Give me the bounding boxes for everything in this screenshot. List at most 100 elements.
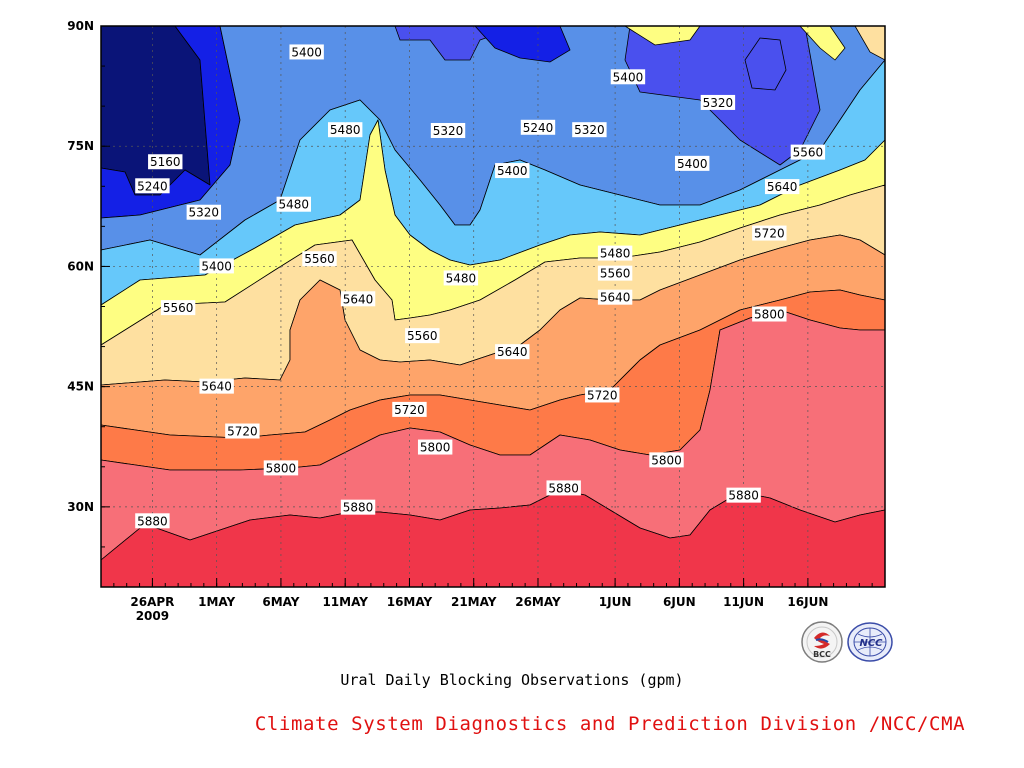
x-tick-label-10: 16JUN <box>787 595 828 609</box>
contour-label-6: 5720 <box>225 423 260 439</box>
contour-label-text: 5320 <box>574 123 605 137</box>
contour-label-box <box>289 44 324 60</box>
x-tick-label-4: 16MAY <box>387 595 433 609</box>
contour-label-text: 5640 <box>343 292 374 306</box>
contour-label-box <box>675 155 710 171</box>
contour-label-box <box>790 144 826 160</box>
contour-label-box <box>700 94 736 110</box>
contour-label-box <box>340 291 376 307</box>
contour-label-25: 5400 <box>610 69 646 85</box>
contour-label-box <box>263 460 299 476</box>
contour-label-7: 5800 <box>263 460 299 476</box>
contour-label-text: 5880 <box>137 514 168 528</box>
contour-label-8: 5880 <box>135 513 170 529</box>
contour-label-21: 5560 <box>405 328 440 344</box>
contour-label-text: 5720 <box>754 227 785 241</box>
contour-labels: 5160 5240 5320 5400 5560 5640 5720 5800 5880 5400… <box>135 44 826 529</box>
contour-label-text: 5400 <box>291 45 322 59</box>
contour-label-22: 5640 <box>495 344 530 360</box>
contour-label-36: 5800 <box>752 306 787 322</box>
contour-label-box <box>546 480 581 496</box>
contour-label-box <box>752 306 787 322</box>
contour-label-box <box>597 265 633 281</box>
contour-label-9: 5400 <box>289 44 324 60</box>
contour-label-31: 5320 <box>700 94 736 110</box>
plot-frame <box>100 25 886 588</box>
contour-label-box <box>148 154 183 170</box>
contour-label-box <box>752 225 787 241</box>
contour-label-26: 5480 <box>597 245 633 261</box>
contour-label-37: 5880 <box>726 487 761 503</box>
x-tick-label-0: 26APR <box>130 595 174 609</box>
contour-label-text: 5800 <box>651 453 682 467</box>
contour-label-text: 5320 <box>703 96 734 110</box>
x-tick-label-6: 26MAY <box>515 595 561 609</box>
contour-label-text: 5720 <box>587 388 618 402</box>
contour-label-box <box>585 387 620 403</box>
contour-label-box <box>199 378 234 394</box>
contour-label-23: 5800 <box>417 439 453 455</box>
contour-label-17: 5240 <box>520 119 556 135</box>
contour-label-text: 5400 <box>677 157 708 171</box>
contour-label-11: 5480 <box>276 196 311 212</box>
contour-label-28: 5640 <box>597 289 633 305</box>
contour-label-0: 5160 <box>148 154 183 170</box>
contour-label-text: 5320 <box>189 206 220 220</box>
y-tick-label-3: 75N <box>67 139 94 153</box>
contour-label-box <box>199 258 234 274</box>
ncc-logo-text: NCC <box>859 638 883 649</box>
contour-label-text: 5560 <box>600 267 631 281</box>
contour-label-text: 5880 <box>343 501 374 515</box>
contour-label-box <box>495 344 530 360</box>
y-tick-label-2: 60N <box>67 259 94 273</box>
contour-label-13: 5640 <box>340 291 376 307</box>
closed-low-5320 <box>744 37 787 91</box>
bcc-logo-text: BCC <box>813 650 831 659</box>
contour-label-text: 5560 <box>793 146 824 160</box>
ncc-logo: NCC <box>846 620 894 664</box>
contour-label-text: 5720 <box>227 425 258 439</box>
contour-label-text: 5480 <box>279 198 310 212</box>
contour-label-box <box>405 328 440 344</box>
contour-label-box <box>276 196 311 212</box>
contour-label-text: 5400 <box>613 70 644 84</box>
y-tick-label-4: 90N <box>67 19 94 33</box>
contour-label-box <box>340 499 376 515</box>
contour-label-32: 5400 <box>675 155 710 171</box>
contour-label-3: 5400 <box>199 258 234 274</box>
contour-label-text: 5800 <box>266 461 297 475</box>
contour-label-text: 5240 <box>523 121 554 135</box>
contour-label-box <box>726 487 761 503</box>
contour-label-30: 5800 <box>649 452 684 468</box>
contour-label-box <box>495 163 530 179</box>
contour-label-27: 5560 <box>597 265 633 281</box>
contour-label-5: 5640 <box>199 378 234 394</box>
contour-label-box <box>135 178 170 194</box>
credit-line: Climate System Diagnostics and Predictio… <box>254 713 966 735</box>
contour-label-14: 5720 <box>392 401 427 417</box>
contour-label-box <box>597 245 633 261</box>
contour-label-12: 5560 <box>302 251 337 267</box>
contour-label-text: 5800 <box>420 441 451 455</box>
y-tick-label-1: 45N <box>67 380 94 394</box>
contour-label-box <box>572 122 607 138</box>
x-tick-label-3: 11MAY <box>322 595 368 609</box>
contour-label-text: 5880 <box>728 489 759 503</box>
contour-label-box <box>597 289 633 305</box>
contour-label-text: 5480 <box>446 271 477 285</box>
x-tick-label-2: 6MAY <box>262 595 299 609</box>
contour-label-18: 5320 <box>572 122 607 138</box>
bcc-logo: BCC <box>800 620 844 664</box>
x-tick-label-7: 1JUN <box>599 595 632 609</box>
x-tick-label-8: 6JUN <box>663 595 696 609</box>
contour-label-24: 5880 <box>546 480 581 496</box>
contour-label-box <box>302 251 337 267</box>
contour-label-15: 5880 <box>340 499 376 515</box>
contour-label-box <box>417 439 453 455</box>
x-tick-label-5: 21MAY <box>451 595 497 609</box>
contour-label-2: 5320 <box>186 204 222 220</box>
contour-label-box <box>327 122 363 138</box>
contour-label-text: 5400 <box>201 259 232 273</box>
contour-label-text: 5240 <box>137 179 168 193</box>
contour-label-text: 5640 <box>201 380 232 394</box>
